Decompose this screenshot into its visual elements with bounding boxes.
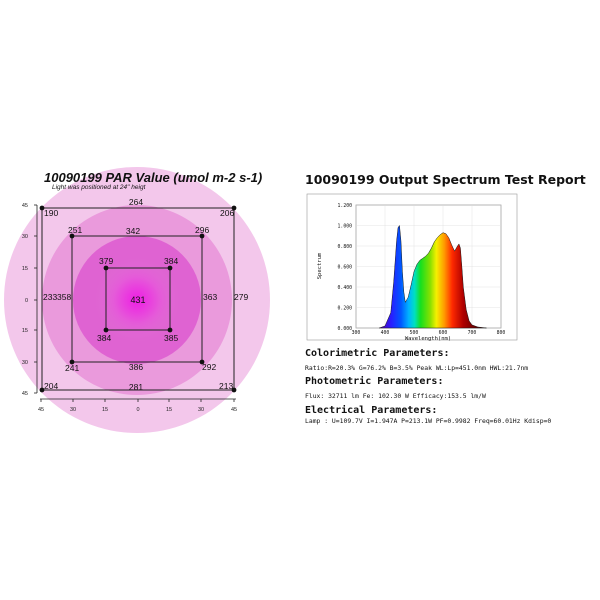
measurement-value-label: 385: [164, 333, 178, 343]
x-tick-label: 400: [381, 330, 390, 336]
par-map-title: 10090199 PAR Value (umol m-2 s-1): [44, 170, 263, 185]
measurement-value-label: 358: [57, 292, 71, 302]
measurement-value-label: 384: [164, 256, 178, 266]
x-axis-tick-label: 45: [231, 407, 237, 413]
x-axis-tick-label: 15: [166, 407, 172, 413]
spectrum-report-panel: 10090199 Output Spectrum Test Report 0.0…: [300, 0, 600, 600]
x-tick-label: 300: [352, 330, 361, 336]
y-tick-label: 0.600: [338, 264, 353, 270]
photometric-heading: Photometric Parameters:: [305, 376, 444, 387]
inner-grid-square: [105, 267, 171, 331]
colorimetric-heading: Colorimetric Parameters:: [305, 348, 450, 359]
measurement-value-label: 363: [203, 292, 217, 302]
measurement-value-label: 296: [195, 225, 209, 235]
electrical-values: Lamp : U=109.7V I=1.947A P=213.1W PF=0.9…: [305, 417, 552, 425]
center-glow: [95, 258, 179, 342]
measurement-value-label: 384: [97, 333, 111, 343]
measurement-value-label: 204: [44, 381, 58, 391]
y-axis-tick-label: 15: [22, 328, 28, 334]
x-axis-tick-label: 0: [136, 407, 139, 413]
par-map-panel: 45 30 15 0 15 30 45 45 30 15 0 15 30 45 190 264 206 233 2…: [0, 0, 290, 600]
x-axis-tick-label: 45: [38, 407, 44, 413]
par-map-note: Light was positioned at 24" heigt: [52, 184, 146, 191]
measurement-value-label: 279: [234, 292, 248, 302]
measurement-value-label: 206: [220, 208, 234, 218]
y-tick-label: 0.400: [338, 285, 353, 291]
electrical-heading: Electrical Parameters:: [305, 405, 438, 416]
x-tick-label: 700: [468, 330, 477, 336]
measurement-point-dot: [199, 359, 205, 365]
measurement-point-dot: [199, 233, 205, 239]
x-tick-label: 600: [439, 330, 448, 336]
center-value: 431: [130, 295, 145, 305]
spectrum-chart: 0.000 0.200 0.400 0.600 0.800 1.000 1.200 300 40…: [306, 193, 518, 342]
measurement-value-label: 342: [126, 226, 140, 236]
y-axis-tick-label: 15: [22, 266, 28, 272]
par-map: 45 30 15 0 15 30 45 45 30 15 0 15 30 45 190 264 206 233 2…: [4, 167, 270, 433]
y-tick-label: 1.000: [338, 223, 353, 229]
y-tick-label: 0.800: [338, 244, 353, 250]
measurement-value-label: 292: [202, 362, 216, 372]
y-axis-tick-label: 45: [22, 203, 28, 209]
y-tick-label: 1.200: [338, 203, 353, 209]
colorimetric-values: Ratio:R=20.3% G=76.2% B=3.5% Peak WL:Lp=…: [305, 364, 529, 372]
chart-frame: [306, 193, 518, 341]
x-tick-label: 500: [410, 330, 419, 336]
y-axis-tick-label: 30: [22, 234, 28, 240]
measurement-point-dot: [69, 359, 75, 365]
measurement-point-dot: [69, 233, 75, 239]
y-tick-label: 0.200: [338, 305, 353, 311]
measurement-value-label: 386: [129, 362, 143, 372]
measurement-value-label: 241: [65, 363, 79, 373]
middle-grid-square: [71, 235, 203, 363]
y-axis-label: Spectrum: [317, 252, 323, 279]
y-axis-tick-label: 45: [22, 391, 28, 397]
measurement-value-label: 379: [99, 256, 113, 266]
x-axis-tick-label: 30: [70, 407, 76, 413]
measurement-value-label: 281: [129, 382, 143, 392]
x-axis-tick-label: 15: [102, 407, 108, 413]
measurement-value-label: 251: [68, 225, 82, 235]
measurement-value-label: 190: [44, 208, 58, 218]
outer-grid-square: [41, 207, 235, 391]
measurement-point-dot: [231, 205, 237, 211]
measurement-point-dot: [39, 205, 45, 211]
photometric-values: Flux: 32711 lm Fe: 102.30 W Efficacy:153…: [305, 392, 486, 400]
measurement-point-dot: [103, 327, 109, 333]
y-tick-label: 0.000: [338, 326, 353, 332]
measurement-point-dot: [167, 265, 173, 271]
measurement-point-dot: [167, 327, 173, 333]
measurement-value-label: 264: [129, 197, 143, 207]
x-axis-tick-label: 30: [198, 407, 204, 413]
measurement-point-dot: [231, 387, 237, 393]
spectrum-curve: [379, 224, 487, 329]
x-axis-label: Wavelength(nm): [405, 336, 451, 342]
y-axis-tick-label: 0: [25, 298, 28, 304]
measurement-value-label: 233: [43, 292, 57, 302]
y-axis-tick-label: 30: [22, 360, 28, 366]
measurement-point-dot: [39, 387, 45, 393]
x-tick-label: 800: [497, 330, 506, 336]
measurement-value-label: 213: [219, 381, 233, 391]
spectrum-report-title: 10090199 Output Spectrum Test Report: [305, 172, 586, 187]
measurement-point-dot: [103, 265, 109, 271]
